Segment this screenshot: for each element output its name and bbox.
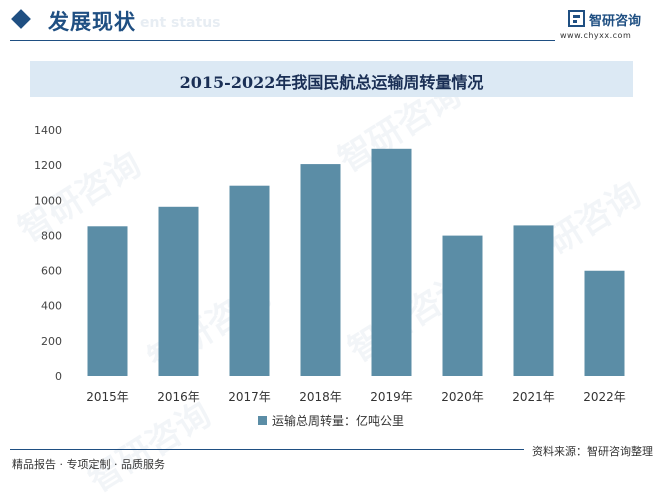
y-tick-label: 600 (41, 265, 62, 278)
bar (513, 225, 554, 376)
bar (229, 185, 270, 376)
zhiyan-logo-icon (568, 10, 585, 27)
bar (584, 270, 625, 376)
brand-url: www.chyxx.com (560, 31, 632, 40)
bar-chart: 0 200 400 600 800 1000 1200 1400 2015年 2016年 2017年… (34, 124, 626, 428)
header: ent status 发展现状 智研咨询 www.chyxx.com (0, 0, 663, 44)
y-tick-label: 400 (41, 300, 62, 313)
brand-logo: 智研咨询 www.chyxx.com (560, 9, 658, 45)
x-tick-label: 2021年 (512, 390, 555, 404)
footer-divider (10, 449, 653, 450)
legend-swatch (258, 416, 267, 425)
bar (300, 164, 341, 376)
chart-title-banner: 2015-2022年我国民航总运输周转量情况 (30, 61, 633, 97)
header-watermark: ent status (140, 15, 221, 31)
y-tick-label: 800 (41, 229, 62, 242)
y-tick-label: 1200 (34, 159, 62, 172)
x-tick-label: 2019年 (370, 390, 413, 404)
y-tick-label: 1000 (34, 194, 62, 207)
section-title: 发展现状 (48, 10, 136, 34)
x-tick-label: 2018年 (299, 390, 342, 404)
x-tick-label: 2015年 (86, 390, 129, 404)
header-divider (10, 40, 555, 41)
y-tick-label: 1400 (34, 124, 62, 137)
x-tick-label: 2017年 (228, 390, 271, 404)
bar (371, 148, 412, 376)
brand-name: 智研咨询 (589, 14, 642, 29)
footer-slogan: 精品报告 · 专项定制 · 品质服务 (12, 458, 165, 471)
chart-title: 2015-2022年我国民航总运输周转量情况 (179, 73, 484, 92)
y-tick-label: 200 (41, 335, 62, 348)
bar (87, 226, 128, 376)
x-tick-label: 2016年 (157, 390, 200, 404)
x-tick-label: 2022年 (583, 390, 626, 404)
diamond-icon (11, 9, 31, 29)
bar (442, 235, 483, 376)
data-source: 资料来源：智研咨询整理 (524, 443, 653, 459)
x-tick-label: 2020年 (441, 390, 484, 404)
y-tick-label: 0 (55, 370, 62, 383)
bar (158, 206, 199, 376)
legend-label: 运输总周转量：亿吨公里 (272, 413, 404, 428)
